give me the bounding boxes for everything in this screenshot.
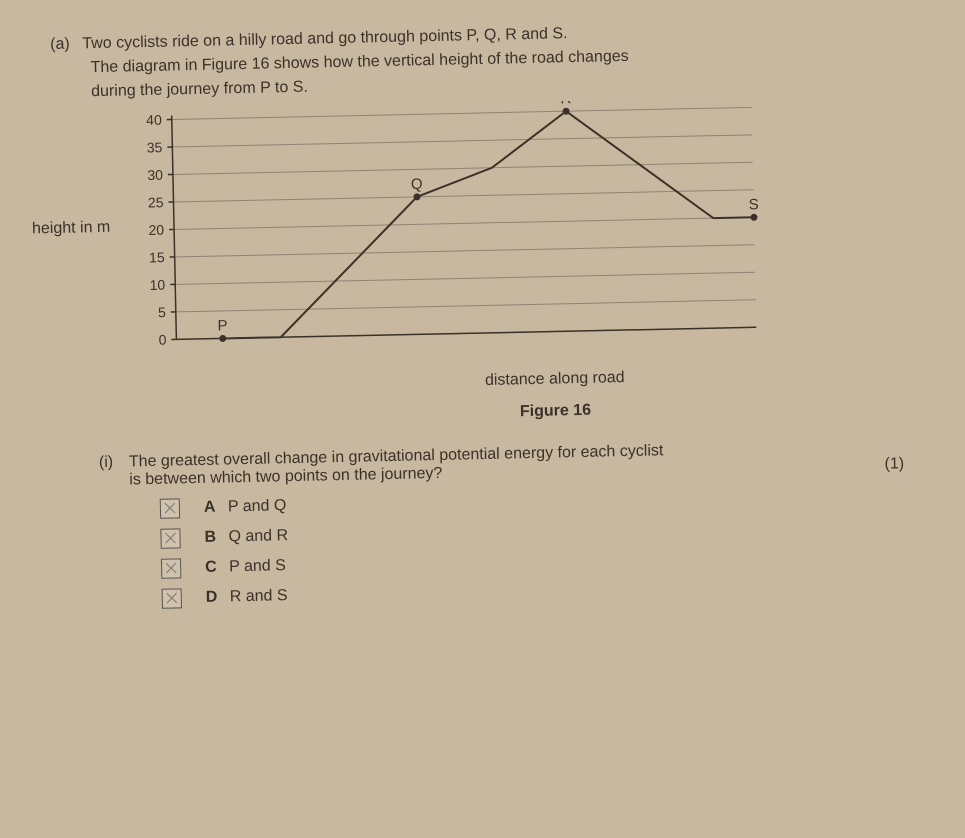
sub-question-number: (i)	[99, 453, 130, 490]
option-text: R and S	[230, 587, 288, 606]
checkbox-icon[interactable]	[161, 558, 181, 578]
option-text: P and Q	[228, 497, 287, 516]
height-chart: height in m 0510152025303540PQRS distanc…	[122, 94, 924, 430]
svg-text:P: P	[217, 317, 227, 334]
svg-text:0: 0	[158, 332, 166, 348]
option-a[interactable]: AP and Q	[160, 483, 925, 519]
svg-text:S: S	[749, 196, 759, 213]
svg-text:15: 15	[149, 249, 165, 265]
svg-text:40: 40	[146, 112, 162, 128]
chart-svg: 0 5 10 15 20 25 30 35 40 P Q R S	[122, 97, 767, 370]
option-letter: A	[204, 498, 228, 516]
option-c[interactable]: CP and S	[161, 543, 926, 579]
part-label: (a)	[50, 35, 78, 54]
options-list: AP and QBQ and RCP and SDR and S	[60, 483, 927, 611]
y-axis-label: height in m	[32, 219, 111, 239]
svg-text:5: 5	[158, 304, 166, 320]
svg-text:20: 20	[148, 222, 164, 238]
svg-text:10: 10	[149, 277, 165, 293]
option-letter: D	[206, 588, 230, 606]
marks: (1)	[884, 455, 904, 473]
option-text: P and S	[229, 557, 286, 576]
svg-text:Q: Q	[411, 176, 423, 193]
x-axis-label: distance along road	[187, 363, 922, 396]
option-d[interactable]: DR and S	[162, 573, 927, 609]
checkbox-icon[interactable]	[160, 498, 180, 518]
option-text: Q and R	[228, 527, 288, 546]
checkbox-icon[interactable]	[162, 588, 182, 608]
option-letter: B	[204, 528, 228, 546]
option-letter: C	[205, 558, 229, 576]
option-b[interactable]: BQ and R	[160, 513, 925, 549]
question-i: (i) The greatest overall change in gravi…	[99, 437, 925, 490]
svg-text:25: 25	[148, 194, 164, 210]
svg-text:R: R	[560, 97, 571, 107]
checkbox-icon[interactable]	[160, 528, 180, 548]
figure-caption: Figure 16	[188, 395, 923, 428]
svg-text:35: 35	[147, 139, 163, 155]
intro-text-1: Two cyclists ride on a hilly road and go…	[82, 25, 568, 52]
svg-text:30: 30	[147, 167, 163, 183]
